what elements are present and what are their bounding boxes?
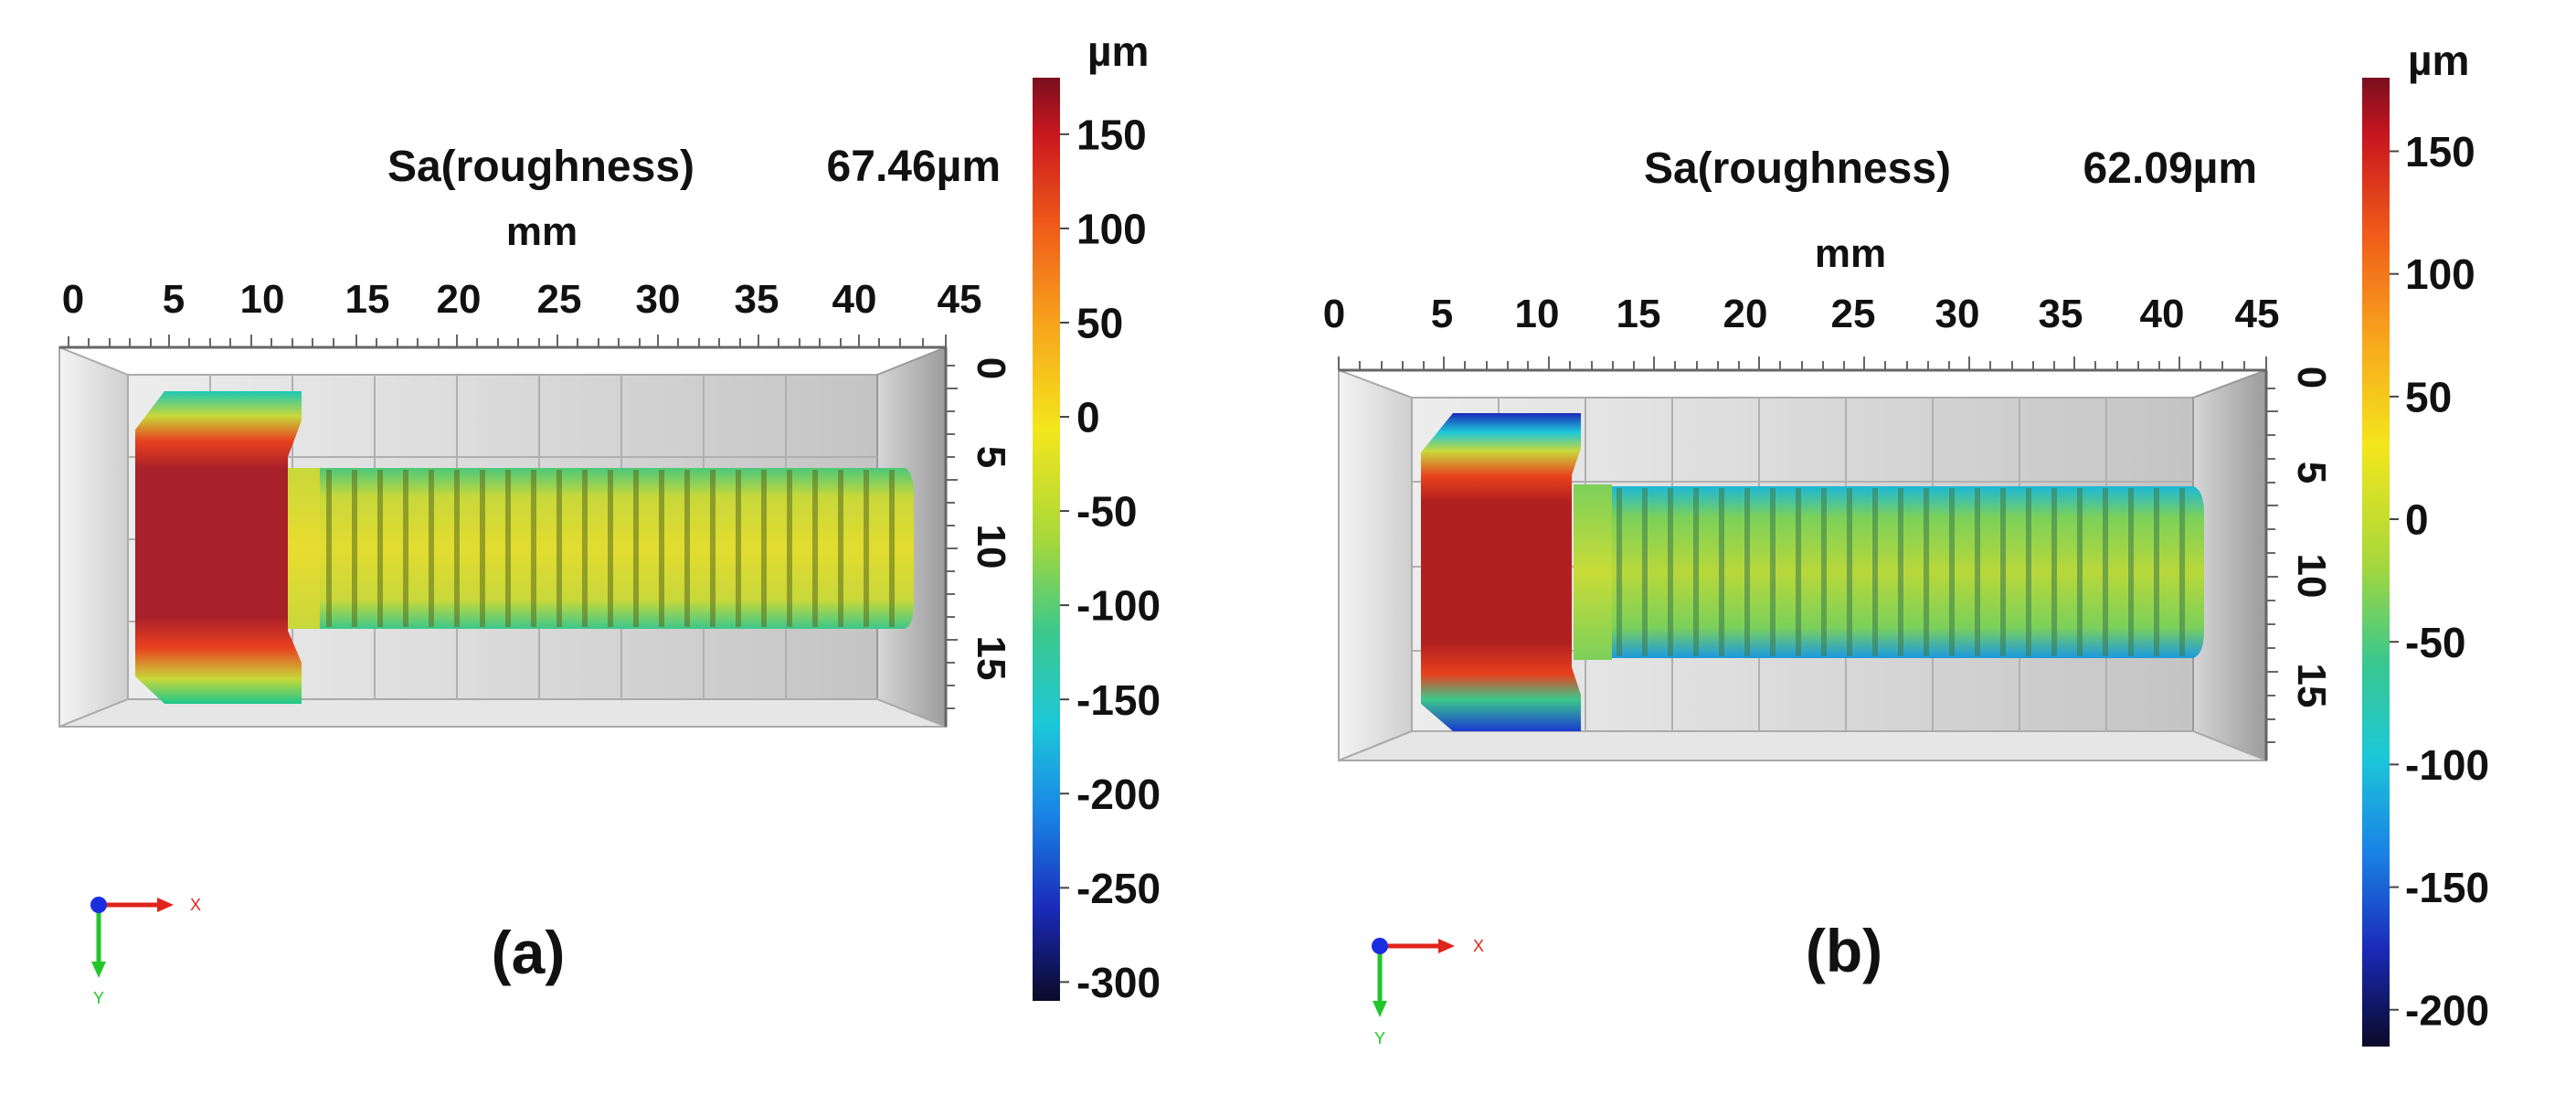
colorbar-unit: µm	[2408, 37, 2469, 84]
roughness-value: 67.46µm	[827, 143, 1001, 191]
y-tick-label: 10	[969, 525, 1013, 569]
roughness-label: Sa(roughness)	[387, 143, 694, 191]
y-tick-labels: 0 5 10 15	[969, 357, 1013, 681]
origin-point	[1372, 938, 1388, 954]
colorbar-tick-label: -150	[1076, 676, 1161, 724]
y-tick-label: 15	[969, 636, 1013, 681]
x-tick-label: 5	[1431, 292, 1453, 336]
x-tick-label: 10	[1515, 292, 1560, 336]
y-tick-label: 15	[2289, 664, 2334, 708]
x-tick-label: 35	[735, 277, 779, 322]
colorbar-unit: µm	[1087, 27, 1149, 75]
colorbar-tick-label: -200	[1076, 771, 1161, 818]
colorbar-tick-label: 0	[2405, 496, 2429, 544]
x-tick-label: 20	[1723, 292, 1768, 336]
axis-triad: X Y	[90, 896, 201, 1007]
x-tick-label: 35	[2039, 292, 2083, 336]
x-tick-label: 25	[537, 277, 582, 322]
x-arrow-head	[157, 898, 174, 912]
colorbar-tick-label: -100	[2405, 741, 2489, 789]
x-tick-label: 40	[2140, 292, 2185, 336]
colorbar-tick-label: 50	[1076, 300, 1123, 347]
x-tick-label: 45	[938, 277, 982, 322]
colorbar-tick-label: 100	[1076, 205, 1147, 252]
x-tick-label: 5	[163, 277, 185, 322]
panel-b-graphic: Sa(roughness) 62.09µm mm 0 5 10 15 20 25…	[1323, 37, 2489, 1047]
x-tick-label: 15	[1617, 292, 1661, 336]
x-axis-unit: mm	[1815, 231, 1886, 276]
x-arrow-head	[1438, 939, 1455, 953]
y-tick-label: 0	[969, 357, 1013, 379]
y-tick-label: 0	[2289, 367, 2334, 388]
x-axis-label: X	[1473, 937, 1484, 955]
colorbar-tick-label: 50	[2405, 373, 2452, 420]
y-tick-labels: 0 5 10 15	[2289, 367, 2334, 708]
colorbar-tick-label: -250	[1076, 865, 1161, 912]
y-arrow-head	[91, 962, 106, 978]
x-axis-unit: mm	[506, 209, 578, 254]
x-tick-label: 0	[62, 277, 84, 322]
colorbar-tick-label: 100	[2405, 250, 2475, 298]
x-tick-label: 0	[1323, 292, 1345, 336]
origin-point	[90, 897, 107, 913]
x-tick-labels: 0 5 10 15 20 25 30 35 40 45	[62, 277, 982, 322]
x-tick-label: 15	[345, 277, 390, 322]
x-tick-label: 30	[1935, 292, 1980, 336]
colorbar-tick-label: -200	[2405, 986, 2489, 1034]
colorbar: µm 150 100 50 0 -50 -100 -150 -200	[2362, 37, 2489, 1047]
colorbar-gradient	[2362, 78, 2390, 1047]
panel-label: (a)	[492, 919, 566, 986]
panel-a-graphic: Sa(roughness) 67.46µm mm 0 5 10 15 20 25…	[58, 27, 1161, 1007]
colorbar: µm 150 100 50 0 -50 -100 -150 -200 -250 -300	[1033, 27, 1161, 1006]
axis-triad: X Y	[1372, 937, 1484, 1047]
y-tick-label: 10	[2289, 554, 2334, 599]
panel-b: Sa(roughness) 62.09µm mm 0 5 10 15 20 25…	[1279, 0, 2576, 1090]
roughness-label: Sa(roughness)	[1644, 144, 1951, 193]
panel-label: (b)	[1806, 917, 1882, 984]
x-tick-label: 30	[636, 277, 681, 322]
colorbar-tick-label: -300	[1076, 959, 1161, 1006]
colorbar-tick-label: 150	[2405, 128, 2475, 175]
colorbar-tick-label: -50	[2405, 619, 2465, 666]
panel-a: Sa(roughness) 67.46µm mm 0 5 10 15 20 25…	[0, 0, 1279, 1090]
colorbar-tick-label: -150	[2405, 864, 2489, 911]
bolt-surface	[135, 391, 914, 704]
bolt-surface	[1421, 413, 2204, 731]
y-axis-label: Y	[1374, 1029, 1385, 1047]
x-tick-label: 45	[2235, 292, 2280, 336]
colorbar-tick-label: -100	[1076, 582, 1161, 630]
y-axis-label: Y	[93, 989, 104, 1007]
colorbar-gradient	[1033, 78, 1060, 1001]
y-tick-label: 5	[969, 446, 1013, 468]
colorbar-tick-label: 150	[1076, 111, 1147, 158]
x-tick-labels: 0 5 10 15 20 25 30 35 40 45	[1323, 292, 2280, 336]
roughness-value: 62.09µm	[2083, 144, 2257, 193]
x-axis-label: X	[190, 896, 201, 914]
x-tick-label: 20	[437, 277, 482, 322]
colorbar-tick-label: 0	[1076, 394, 1100, 441]
x-tick-label: 10	[240, 277, 285, 322]
y-tick-label: 5	[2289, 462, 2334, 484]
x-tick-label: 40	[832, 277, 877, 322]
y-arrow-head	[1373, 1001, 1387, 1017]
colorbar-tick-label: -50	[1076, 488, 1137, 536]
x-tick-label: 25	[1831, 292, 1876, 336]
